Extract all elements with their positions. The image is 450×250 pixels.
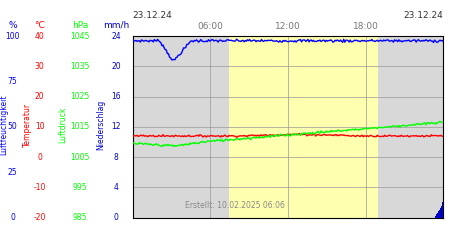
Text: 0: 0	[37, 152, 42, 162]
Text: 12:00: 12:00	[275, 22, 301, 31]
Text: 995: 995	[73, 183, 87, 192]
Text: Niederschlag: Niederschlag	[97, 100, 106, 150]
Text: 985: 985	[73, 213, 87, 222]
Bar	[437, 213, 439, 218]
Text: 10: 10	[35, 122, 45, 132]
Bar	[438, 212, 440, 218]
Text: mm/h: mm/h	[103, 20, 129, 30]
Text: 1005: 1005	[70, 152, 90, 162]
Text: %: %	[8, 20, 17, 30]
Text: 1025: 1025	[71, 92, 90, 101]
Bar	[440, 208, 442, 218]
Text: 0: 0	[10, 213, 15, 222]
Text: 1015: 1015	[71, 122, 90, 132]
Text: -20: -20	[33, 213, 46, 222]
Text: 24: 24	[111, 32, 121, 41]
Text: 20: 20	[35, 92, 45, 101]
Text: 40: 40	[35, 32, 45, 41]
Bar	[229, 36, 378, 218]
Bar	[436, 214, 437, 218]
Text: 16: 16	[111, 92, 121, 101]
Text: 30: 30	[35, 62, 45, 71]
Text: 8: 8	[114, 152, 118, 162]
Text: 4: 4	[114, 183, 118, 192]
Text: 23.12.24: 23.12.24	[404, 11, 443, 20]
Text: 06:00: 06:00	[198, 22, 223, 31]
Text: 75: 75	[8, 77, 18, 86]
Text: -10: -10	[33, 183, 46, 192]
Bar	[435, 216, 436, 218]
Text: 0: 0	[114, 213, 118, 222]
Text: 12: 12	[111, 122, 121, 132]
Text: 23.12.24: 23.12.24	[133, 11, 172, 20]
Text: Erstellt: 10.02.2025 06:06: Erstellt: 10.02.2025 06:06	[185, 201, 285, 210]
Text: hPa: hPa	[72, 20, 88, 30]
Text: 50: 50	[8, 122, 18, 132]
Text: Luftfeuchtigkeit: Luftfeuchtigkeit	[0, 95, 8, 155]
Bar	[442, 202, 444, 218]
Text: 25: 25	[8, 168, 18, 177]
Bar	[439, 210, 441, 218]
Bar	[441, 206, 443, 218]
Text: 1035: 1035	[70, 62, 90, 71]
Text: Temperatur: Temperatur	[23, 103, 32, 147]
Text: °C: °C	[34, 20, 45, 30]
Text: 100: 100	[5, 32, 20, 41]
Text: Luftdruck: Luftdruck	[58, 107, 68, 143]
Text: 1045: 1045	[70, 32, 90, 41]
Text: 20: 20	[111, 62, 121, 71]
Text: 18:00: 18:00	[353, 22, 378, 31]
